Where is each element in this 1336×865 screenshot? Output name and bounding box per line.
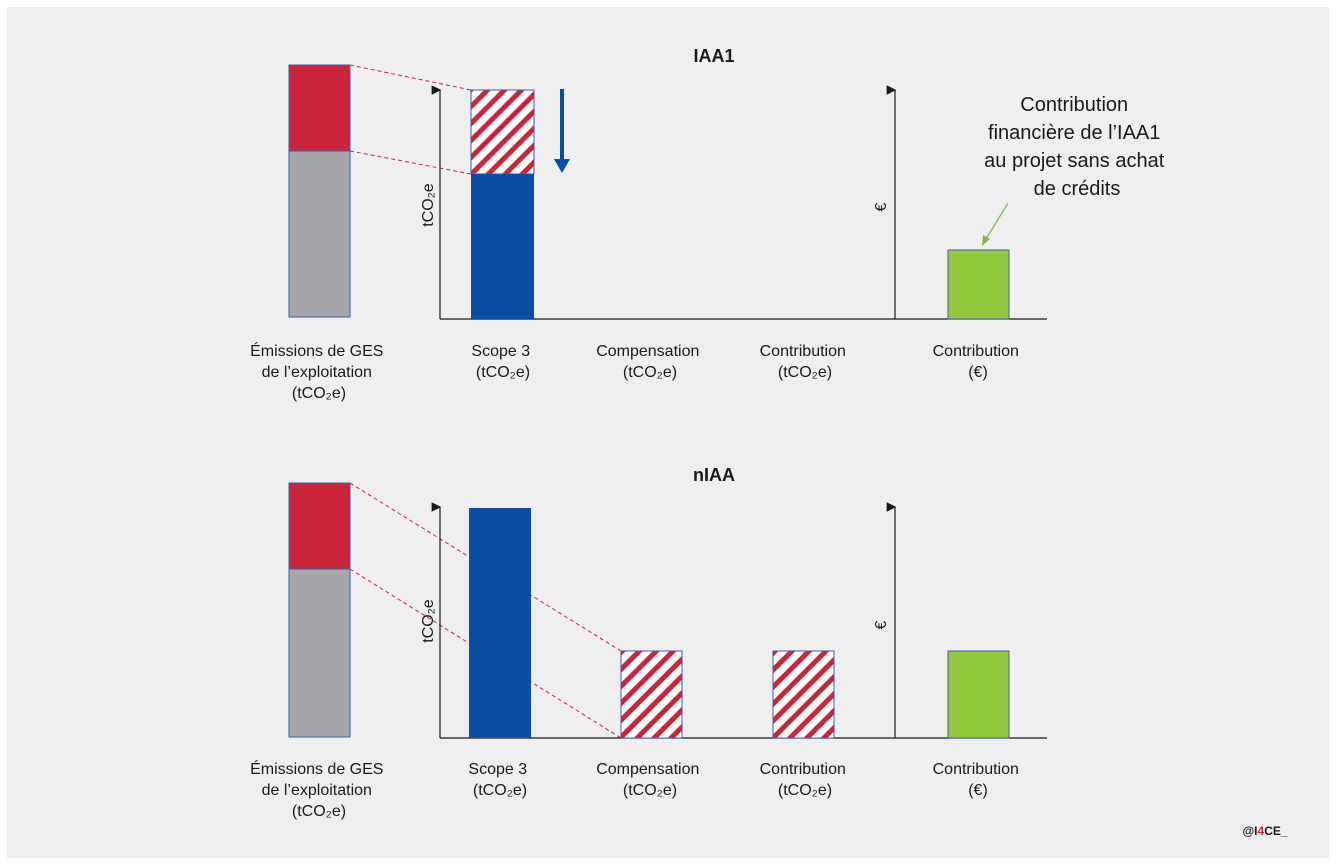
contribution-euro-bar — [947, 650, 1010, 739]
projection-line-top — [349, 64, 472, 91]
scope3-bar — [469, 508, 531, 738]
emissions-label: Émissions de GES de l’exploitation (tCO₂… — [250, 759, 388, 820]
emissions-label: Émissions de GES de l’exploitation (tCO₂… — [250, 341, 388, 402]
emissions-gray-segment — [288, 150, 351, 318]
contribution-tco2e-hatched-bar — [772, 650, 835, 739]
scope3-hatched-segment — [470, 89, 535, 175]
category-label-contribution-t: Contribution (tCO₂e) — [760, 343, 851, 381]
category-label-contribution-eur: Contribution (€) — [933, 343, 1024, 381]
scope3-solid-segment — [471, 174, 534, 319]
projection-line-bottom — [349, 150, 472, 175]
category-label-contribution-t: Contribution (tCO₂e) — [760, 761, 851, 799]
euro-axis-label: € — [873, 202, 890, 211]
panel-iaa1: IAA1 tCO₂e € C — [250, 46, 1170, 402]
reduction-arrow — [554, 89, 570, 173]
y-axis-label: tCO₂e — [420, 599, 437, 643]
projection-line-bottom — [349, 568, 622, 739]
panel-title: IAA1 — [693, 46, 734, 66]
euro-axis-label: € — [873, 620, 890, 629]
diagram-canvas: IAA1 tCO₂e € C — [7, 7, 1329, 858]
y-axis-label: tCO₂e — [420, 183, 437, 227]
category-label-compensation: Compensation (tCO₂e) — [596, 343, 704, 381]
comparison-diagram: IAA1 tCO₂e € C — [250, 46, 1288, 838]
category-label-scope3: Scope 3 (tCO₂e) — [471, 343, 534, 381]
category-label-scope3: Scope 3 (tCO₂e) — [468, 761, 531, 799]
panel-niaa: nIAA tCO₂e € Émissions de GES — [250, 465, 1047, 820]
category-label-contribution-eur: Contribution (€) — [933, 761, 1024, 799]
emissions-red-segment — [288, 482, 351, 570]
credit-logo: @I4CE_ — [1242, 824, 1287, 838]
annotation-text: Contribution financière de l’IAA1 au pro… — [984, 94, 1170, 200]
contribution-euro-bar — [947, 249, 1010, 320]
annotation-arrow — [982, 202, 1009, 246]
compensation-hatched-bar — [620, 650, 683, 739]
emissions-red-segment — [288, 64, 351, 152]
emissions-gray-segment — [288, 568, 351, 738]
category-label-compensation: Compensation (tCO₂e) — [596, 761, 704, 799]
panel-title: nIAA — [693, 465, 735, 485]
